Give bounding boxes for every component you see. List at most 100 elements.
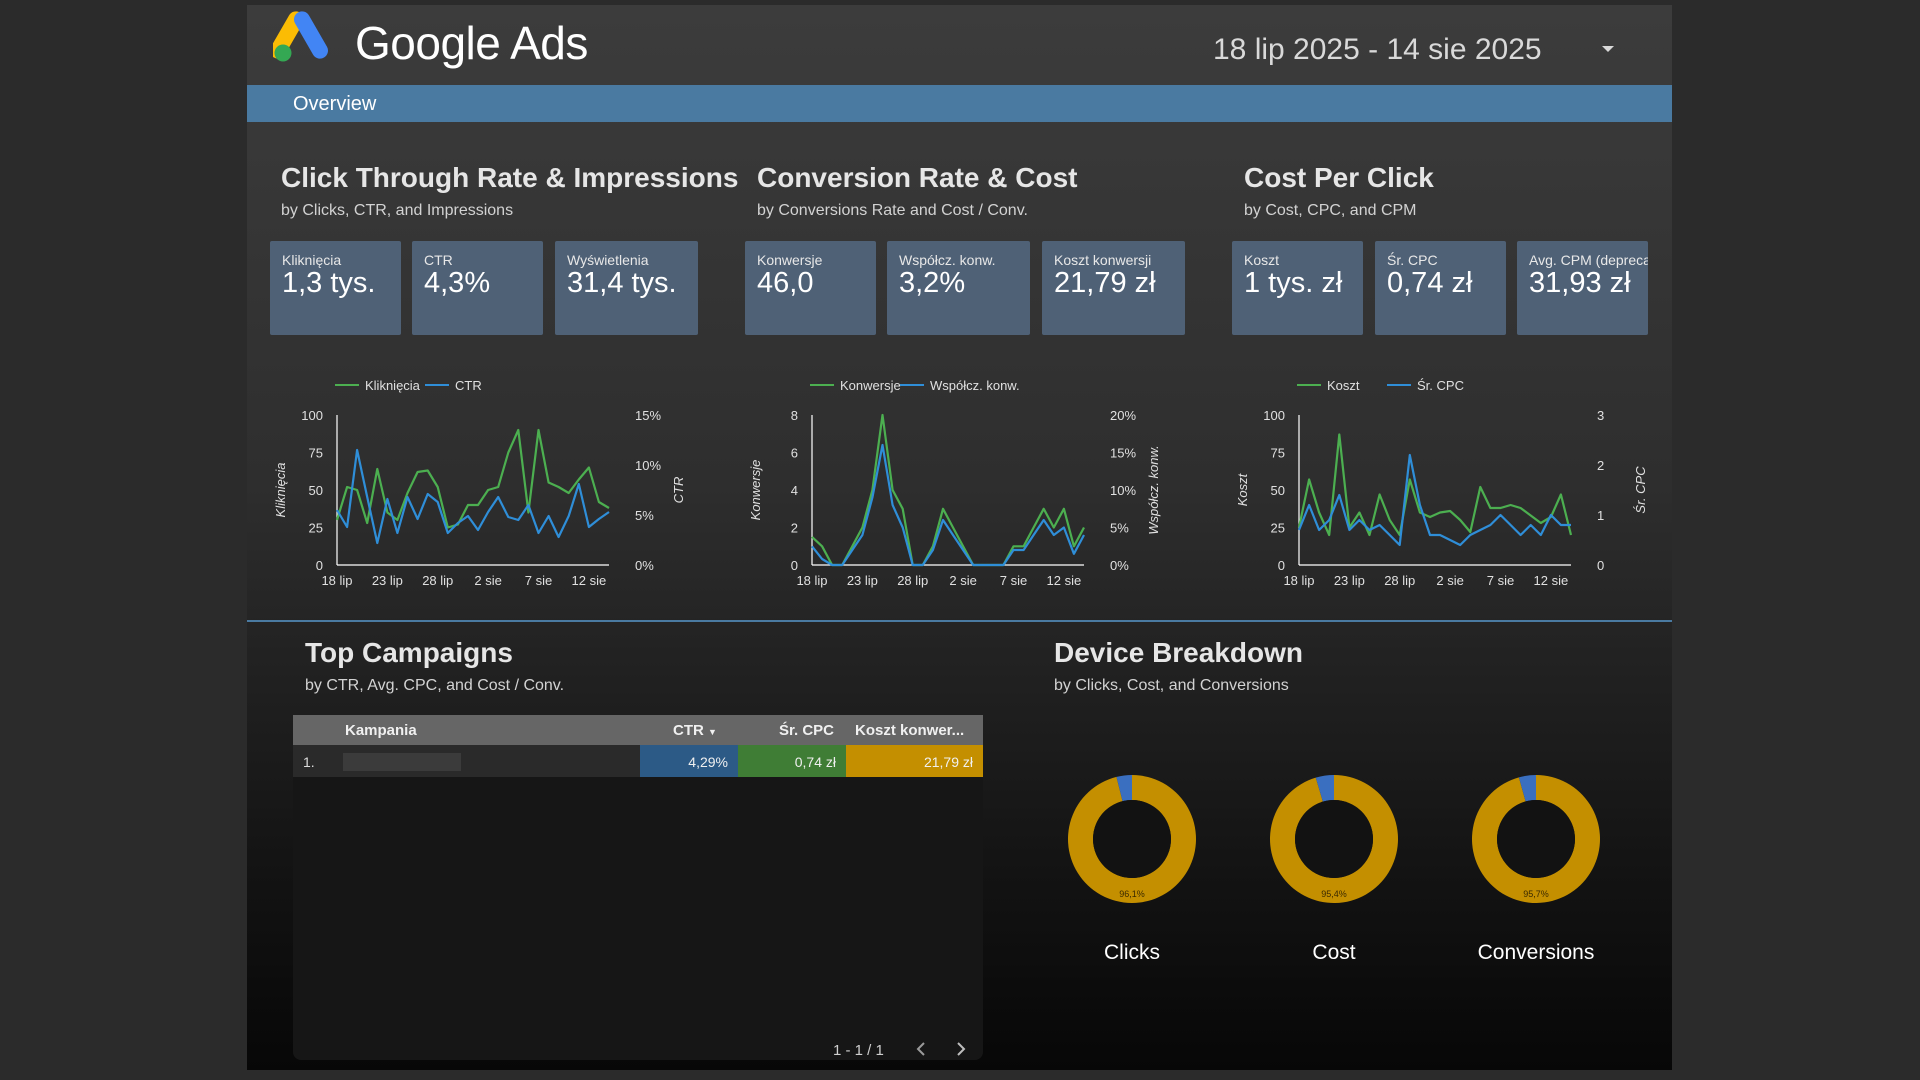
legend-label: Śr. CPC — [1417, 378, 1464, 393]
x-tick-label: 7 sie — [525, 573, 552, 588]
donut-caption-cost: Cost — [1312, 941, 1356, 964]
column-header-campaign[interactable]: Kampania — [345, 722, 417, 739]
legend-label: Koszt — [1327, 378, 1360, 393]
y-right-tick-label: 15% — [635, 408, 661, 423]
y-axis-title: Konwersje — [748, 460, 763, 521]
campaign-name-redacted — [343, 753, 461, 771]
chevron-down-icon[interactable] — [1597, 41, 1619, 57]
donut-slice-major — [1270, 775, 1398, 903]
kpi-label: Śr. CPC — [1387, 252, 1438, 268]
x-tick-label: 28 lip — [422, 573, 453, 588]
donut-slice-major — [1068, 775, 1196, 903]
nav-bar: Overview — [247, 85, 1672, 122]
column-header-ctr-label: CTR — [673, 722, 704, 739]
donut-slice-minor — [1518, 775, 1536, 802]
kpi-label: Konwersje — [757, 252, 823, 268]
x-tick-label: 2 sie — [1436, 573, 1463, 588]
y-right-tick-label: 5% — [1110, 521, 1129, 536]
legend-label: Konwersje — [840, 378, 901, 393]
x-tick-label: 7 sie — [1000, 573, 1027, 588]
kpi-value: 46,0 — [757, 267, 814, 299]
y-tick-label: 75 — [1271, 446, 1285, 461]
kpi-card-cost[interactable]: Koszt 1 tys. zł — [1232, 241, 1363, 335]
series-line — [811, 413, 1085, 567]
clicks-donut-chart: 96,1% — [1068, 775, 1196, 903]
y-tick-label: 6 — [791, 446, 798, 461]
donut-slice-major — [1472, 775, 1600, 903]
table-row[interactable]: 1. 4,29% 0,74 zł 21,79 zł — [293, 745, 983, 777]
x-tick-label: 23 lip — [1334, 573, 1365, 588]
nav-tab-overview[interactable]: Overview — [293, 93, 377, 115]
column-header-cost-per-conv[interactable]: Koszt konwer... — [855, 722, 965, 739]
column-header-avg-cpc[interactable]: Śr. CPC — [779, 722, 835, 739]
donut-hole — [1093, 800, 1171, 878]
column-header-ctr[interactable]: CTR ▼ — [673, 722, 717, 739]
y-right-tick-label: 0 — [1597, 558, 1604, 573]
devices-section-subtitle: by Clicks, Cost, and Conversions — [1054, 677, 1289, 694]
cpc-section-subtitle: by Cost, CPC, and CPM — [1244, 202, 1417, 219]
cost-donut-chart: 95,4% — [1270, 775, 1398, 903]
kpi-card-ctr[interactable]: CTR 4,3% — [412, 241, 543, 335]
x-tick-label: 2 sie — [949, 573, 976, 588]
kpi-card-conversions[interactable]: Konwersje 46,0 — [745, 241, 876, 335]
cell-ctr: 4,29% — [640, 745, 738, 777]
kpi-card-impressions[interactable]: Wyświetlenia 31,4 tys. — [555, 241, 698, 335]
donut-hole — [1497, 800, 1575, 878]
kpi-label: Kliknięcia — [282, 252, 342, 268]
kpi-value: 31,4 tys. — [567, 267, 677, 299]
legend-label: Kliknięcia — [365, 378, 421, 393]
kpi-label: CTR — [424, 252, 453, 268]
y-tick-label: 50 — [1271, 483, 1285, 498]
legend-label: Współcz. konw. — [930, 378, 1020, 393]
chevron-right-icon[interactable] — [954, 1040, 968, 1058]
row-index: 1. — [303, 754, 315, 770]
x-tick-label: 23 lip — [847, 573, 878, 588]
y-tick-label: 75 — [309, 446, 323, 461]
kpi-label: Koszt — [1244, 252, 1280, 268]
kpi-value: 3,2% — [899, 267, 966, 299]
cost-cpc-line-chart: Koszt Śr. CPC 100 75 50 25 0 3 2 1 0 Koszt Śr. CPC 18… — [1235, 378, 1648, 588]
cpc-section-title: Cost Per Click — [1244, 162, 1434, 193]
y-tick-label: 8 — [791, 408, 798, 423]
kpi-card-clicks[interactable]: Kliknięcia 1,3 tys. — [270, 241, 401, 335]
conversions-donut-chart: 95,7% — [1472, 775, 1600, 903]
cell-avg-cpc: 0,74 zł — [738, 745, 846, 777]
date-range-value[interactable]: 18 lip 2025 - 14 sie 2025 — [1213, 33, 1542, 66]
series-line — [1297, 453, 1571, 547]
y-right-axis-title: Śr. CPC — [1633, 466, 1648, 514]
y-axis-title: Koszt — [1235, 472, 1250, 506]
y-right-tick-label: 1 — [1597, 508, 1604, 523]
kpi-card-avg-cpc[interactable]: Śr. CPC 0,74 zł — [1375, 241, 1506, 335]
donut-caption-clicks: Clicks — [1104, 941, 1160, 964]
y-tick-label: 50 — [309, 483, 323, 498]
y-right-axis-title: Współcz. konw. — [1146, 445, 1161, 535]
x-tick-label: 18 lip — [1283, 573, 1314, 588]
kpi-value: 1 tys. zł — [1244, 267, 1343, 299]
cell-cost-per-conv: 21,79 zł — [846, 745, 983, 777]
x-tick-label: 12 sie — [572, 573, 607, 588]
kpi-card-cost-per-conv[interactable]: Koszt konwersji 21,79 zł — [1042, 241, 1185, 335]
sort-desc-icon[interactable]: ▼ — [708, 727, 717, 737]
kpi-card-avg-cpm[interactable]: Avg. CPM (deprecated) 31,93 zł — [1517, 241, 1648, 335]
report-canvas: Google Ads 18 lip 2025 - 14 sie 2025 Ove… — [247, 5, 1672, 1070]
y-tick-label: 2 — [791, 521, 798, 536]
y-right-tick-label: 10% — [1110, 483, 1136, 498]
donut-slice-minor — [1315, 775, 1334, 802]
series-line — [811, 443, 1085, 567]
kpi-label: Wyświetlenia — [567, 252, 649, 268]
y-right-tick-label: 5% — [635, 508, 654, 523]
devices-section-title: Device Breakdown — [1054, 637, 1303, 668]
kpi-card-conv-rate[interactable]: Współcz. konw. 3,2% — [887, 241, 1030, 335]
conversions-rate-line-chart: Konwersje Współcz. konw. 8 6 4 2 0 20% 15% 10% 5% 0… — [748, 378, 1161, 588]
kpi-label: Avg. CPM (deprecated) — [1529, 252, 1648, 268]
kpi-value: 0,74 zł — [1387, 267, 1473, 299]
campaigns-section-title: Top Campaigns — [305, 637, 513, 668]
y-axis-title: Kliknięcia — [273, 463, 288, 518]
x-tick-label: 2 sie — [474, 573, 501, 588]
ctr-section-title: Click Through Rate & Impressions — [281, 162, 739, 193]
donut-percent-label: 96,1% — [1119, 889, 1145, 899]
kpi-value: 4,3% — [424, 267, 491, 299]
x-tick-label: 28 lip — [1384, 573, 1415, 588]
report-header: Google Ads 18 lip 2025 - 14 sie 2025 — [247, 5, 1672, 85]
chevron-left-icon[interactable] — [914, 1040, 928, 1058]
